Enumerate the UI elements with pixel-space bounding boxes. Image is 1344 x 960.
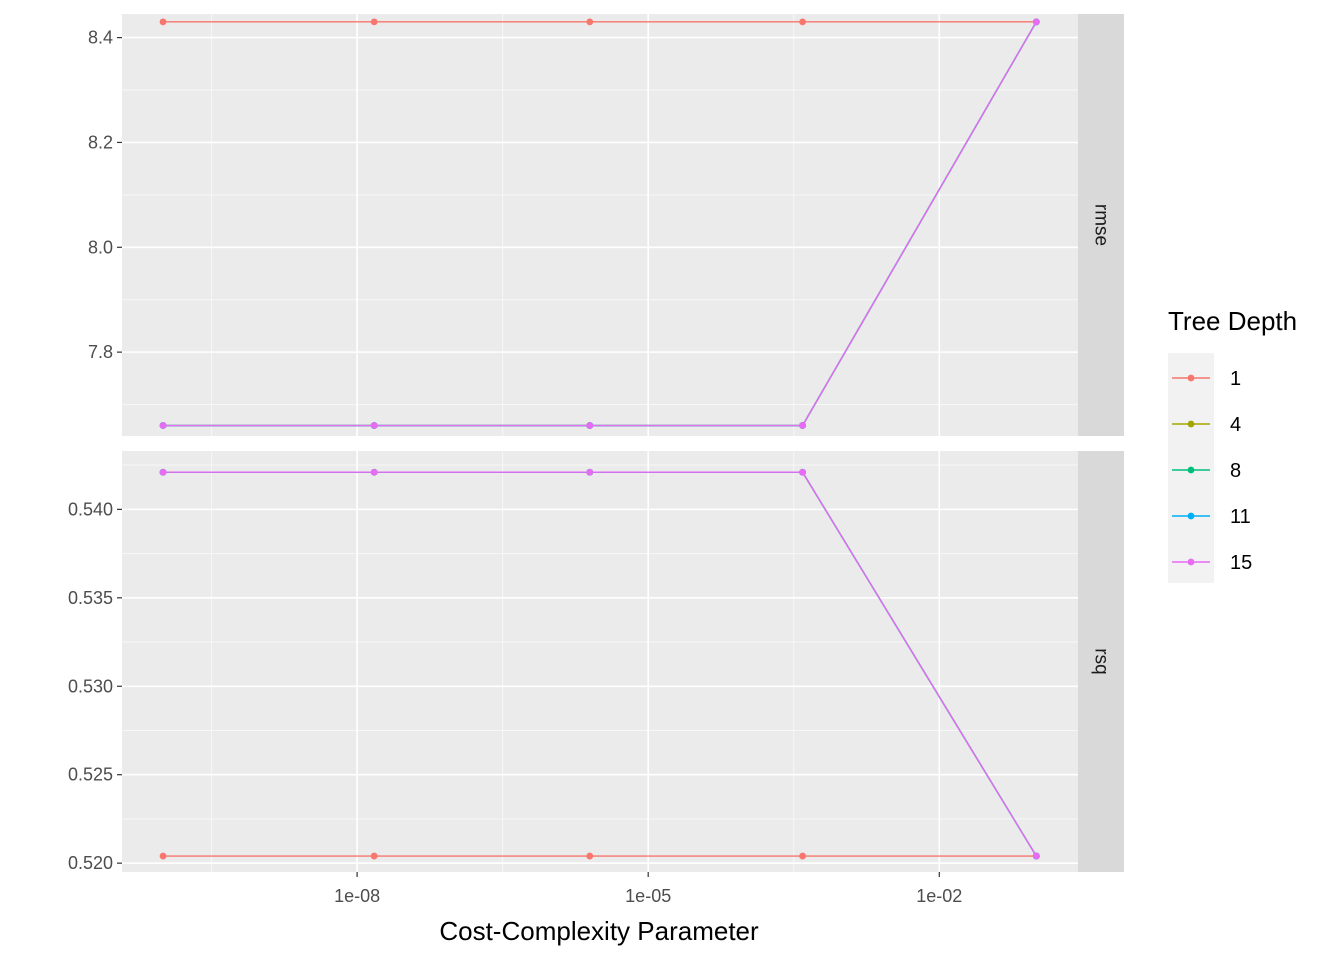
- y-tick-label: 0.530: [68, 676, 113, 696]
- y-tick-label: 0.540: [68, 499, 113, 519]
- x-tick-label: 1e-02: [916, 886, 962, 906]
- y-tick-label: 8.4: [88, 28, 113, 48]
- facet-strip-label: rsq: [1091, 648, 1112, 674]
- data-point-depth-1: [370, 852, 378, 860]
- panel-background: [122, 14, 1078, 436]
- legend-label: 15: [1230, 552, 1252, 574]
- data-point-depth-1: [799, 852, 806, 860]
- y-tick-label: 0.525: [68, 765, 113, 785]
- legend-key-point: [1187, 512, 1195, 520]
- panel-background: [122, 451, 1078, 872]
- legend-key-point: [1187, 466, 1195, 474]
- data-point-depth-15: [159, 468, 167, 476]
- data-point-depth-1: [586, 18, 594, 26]
- legend: Tree Depth 1 4 8 11 15: [1168, 306, 1297, 583]
- data-point-depth-15: [586, 422, 594, 429]
- legend-key-point: [1187, 420, 1195, 428]
- data-point-depth-1: [799, 18, 806, 26]
- data-point-depth-15: [799, 422, 806, 429]
- legend-label: 1: [1230, 368, 1241, 390]
- facet-strip: [1078, 14, 1124, 436]
- y-tick-label: 8.0: [88, 237, 113, 257]
- y-tick-label: 7.8: [88, 342, 113, 362]
- legend-key-point: [1187, 558, 1195, 566]
- data-point-depth-15: [1032, 18, 1040, 26]
- x-axis-title: Cost-Complexity Parameter: [439, 916, 759, 946]
- y-tick-label: 0.520: [68, 853, 113, 873]
- data-point-depth-1: [159, 18, 167, 26]
- facet-strip-label: rmse: [1091, 204, 1112, 246]
- legend-label: 11: [1230, 506, 1251, 528]
- data-point-depth-15: [159, 422, 167, 429]
- data-point-depth-15: [799, 468, 806, 476]
- y-tick-label: 0.535: [68, 588, 113, 608]
- facet-strip: [1078, 451, 1124, 872]
- data-point-depth-1: [586, 852, 594, 860]
- panel-rmse: 7.8 8.0 8.2 8.4 rmse: [88, 14, 1124, 436]
- data-point-depth-15: [370, 422, 378, 429]
- legend-label: 4: [1230, 414, 1241, 436]
- data-point-depth-15: [370, 468, 378, 476]
- data-point-depth-15: [586, 468, 594, 476]
- panel-rsq: 0.520 0.525 0.530 0.535 0.540 rsq: [68, 451, 1124, 873]
- data-point-depth-1: [370, 18, 378, 26]
- legend-title: Tree Depth: [1168, 306, 1297, 336]
- x-tick-label: 1e-08: [334, 886, 380, 906]
- legend-key-point: [1187, 374, 1195, 382]
- data-point-depth-1: [159, 852, 167, 860]
- data-point-depth-15: [1032, 852, 1040, 860]
- x-tick-label: 1e-05: [625, 886, 671, 906]
- y-tick-label: 8.2: [88, 132, 113, 152]
- legend-label: 8: [1230, 460, 1241, 482]
